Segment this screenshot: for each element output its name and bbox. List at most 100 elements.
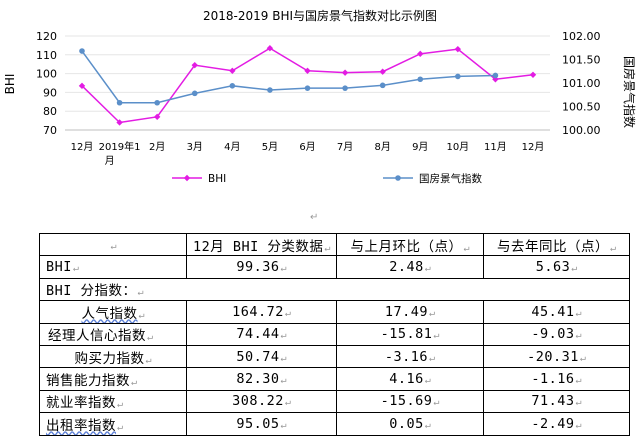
table-row: 出租率指数↵ 95.05↵ 0.05↵ -2.49↵ [39, 412, 630, 436]
cell-value: 82.30↵ [186, 367, 337, 391]
row-label: 人气指数↵ [39, 300, 187, 324]
cell-value: -20.31↵ [483, 344, 630, 369]
table-row: 经理人信心指数↵ 74.44↵ -15.81↵ -9.03↵ [39, 322, 630, 346]
x-tick-label: 9月 [412, 141, 428, 153]
data-point [154, 99, 160, 106]
table-header-row: ↵ 12月 BHI 分类数据↵ 与上月环比（点）↵ 与去年同比（点）↵ [39, 232, 630, 257]
data-point [229, 67, 236, 74]
x-tick-label: 10月 [446, 141, 469, 153]
cell-value: 74.44↵ [186, 322, 337, 346]
y-right-tick-label: 101.50 [562, 54, 601, 67]
chart-area: 2018-2019 BHI与国房景气指数对比示例图 70 80 90 100 110 120… [0, 0, 640, 205]
y-left-tick-label: 110 [36, 49, 57, 62]
data-point [191, 61, 198, 69]
cell-value: 99.36↵ [186, 255, 337, 279]
data-point [153, 113, 161, 121]
y-right-axis-label: 国房景气指数 [622, 56, 637, 128]
row-label: 就业率指数↵ [39, 389, 187, 414]
y-left-tick-label: 70 [43, 124, 57, 137]
table-section-row: BHI 分指数：↵ [39, 277, 630, 302]
data-table: ↵ 12月 BHI 分类数据↵ 与上月环比（点）↵ 与去年同比（点）↵ BHI↵… [39, 232, 630, 436]
data-point [116, 119, 123, 126]
cell-yoy: 5.63↵ [483, 255, 630, 279]
cell-value: -15.69↵ [336, 389, 484, 414]
legend-label: 国房景气指数 [419, 172, 482, 185]
y-left-axis-label: BHI [3, 74, 17, 95]
cell-mom: 2.48↵ [336, 255, 484, 279]
cell-value: 17.49↵ [336, 300, 484, 324]
data-point [266, 45, 274, 52]
data-point [79, 48, 85, 54]
data-point [454, 45, 462, 53]
cell-value: -3.16↵ [336, 344, 484, 369]
header-cell-category-data: 12月 BHI 分类数据↵ [186, 232, 337, 257]
data-point [492, 72, 499, 79]
table-row-bhi: BHI↵ 99.36↵ 2.48↵ 5.63↵ [39, 255, 630, 279]
table-row: 购买力指数↵ 50.74↵ -3.16↵ -20.31↵ [39, 344, 630, 369]
data-point [304, 85, 311, 91]
cell-value: -15.81↵ [336, 322, 484, 346]
y-right-tick-label: 101.00 [562, 77, 601, 90]
data-point [267, 87, 273, 93]
x-tick-label: 12月 [522, 141, 545, 153]
data-point [191, 90, 198, 97]
x-tick-label: 8月 [374, 141, 390, 153]
section-label-subindex: BHI 分指数：↵ [39, 277, 630, 302]
x-tick-label: 4月 [224, 141, 240, 153]
cell-value: 45.41↵ [483, 300, 630, 324]
cell-value: 308.22↵ [186, 389, 337, 414]
row-label: 销售能力指数↵ [39, 367, 187, 391]
y-left-tick-label: 90 [43, 86, 57, 99]
series-line-housing-index [81, 50, 496, 104]
header-cell-yoy: 与去年同比（点）↵ [483, 232, 630, 257]
data-point [379, 68, 386, 75]
x-tick-label: 2月 [149, 141, 165, 153]
x-tick-label: 3月 [187, 141, 203, 153]
y-left-tick-label: 120 [36, 30, 57, 43]
data-point [379, 82, 386, 89]
header-cell-blank: ↵ [39, 232, 187, 257]
data-point [116, 99, 123, 106]
cell-value: 50.74↵ [186, 344, 337, 369]
x-tick-label: 6月 [299, 141, 315, 153]
row-label: 购买力指数↵ [39, 344, 187, 369]
cell-value: -2.49↵ [483, 412, 630, 436]
y-left-tick-label: 80 [43, 105, 57, 118]
x-tick-label-wrap: 月 [105, 155, 115, 167]
x-tick-label: 12月 [71, 141, 94, 153]
y-right-tick-label: 100.00 [562, 124, 601, 137]
cell-value: -9.03↵ [483, 322, 630, 346]
data-point [455, 73, 461, 80]
row-label: 出租率指数↵ [39, 412, 187, 436]
cell-value: 0.05↵ [336, 412, 484, 436]
y-left-tick-label: 100 [36, 68, 57, 81]
data-point [341, 69, 349, 76]
y-right-tick-label: 100.50 [562, 101, 601, 114]
x-tick-label: 5月 [262, 141, 278, 153]
data-point [229, 83, 236, 89]
table-row: 人气指数↵ 164.72↵ 17.49↵ 45.41↵ [39, 300, 630, 324]
table-row: 销售能力指数↵ 82.30↵ 4.16↵ -1.16↵ [39, 367, 630, 391]
data-point [78, 82, 86, 90]
row-label: 经理人信心指数↵ [39, 322, 187, 346]
cell-value: 164.72↵ [186, 300, 337, 324]
y-right-tick-label: 102.00 [562, 30, 601, 43]
chart-title: 2018-2019 BHI与国房景气指数对比示例图 [203, 8, 437, 23]
x-tick-label: 7月 [337, 141, 353, 153]
data-point [304, 67, 311, 74]
row-label-bhi: BHI↵ [39, 255, 187, 279]
cell-value: -1.16↵ [483, 367, 630, 391]
x-tick-label: 2019年1 [99, 140, 141, 153]
paragraph-mark: ↵ [310, 212, 319, 223]
legend-label: BHI [208, 173, 226, 185]
data-point [529, 71, 537, 79]
data-point [342, 85, 348, 91]
cell-value: 4.16↵ [336, 367, 484, 391]
cell-value: 95.05↵ [186, 412, 337, 436]
table-row: 就业率指数↵ 308.22↵ -15.69↵ 71.43↵ [39, 389, 630, 414]
cell-value: 71.43↵ [483, 389, 630, 414]
header-cell-mom: 与上月环比（点）↵ [336, 232, 484, 257]
line-chart: 2018-2019 BHI与国房景气指数对比示例图 70 80 90 100 110 120… [3, 8, 637, 185]
x-tick-label: 11月 [484, 141, 507, 153]
data-point [417, 50, 424, 58]
